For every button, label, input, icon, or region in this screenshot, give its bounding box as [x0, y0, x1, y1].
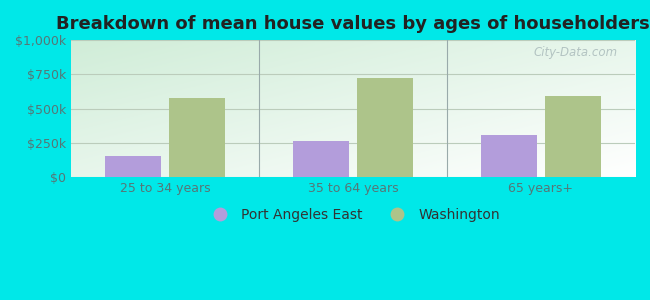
Text: City-Data.com: City-Data.com [534, 46, 618, 59]
Title: Breakdown of mean house values by ages of householders: Breakdown of mean house values by ages o… [56, 15, 650, 33]
Legend: Port Angeles East, Washington: Port Angeles East, Washington [201, 202, 505, 227]
Bar [293, 141, 349, 177]
Bar [169, 98, 225, 177]
Bar [105, 156, 161, 177]
Bar [545, 96, 601, 177]
Bar [481, 134, 538, 177]
Bar [357, 78, 413, 177]
